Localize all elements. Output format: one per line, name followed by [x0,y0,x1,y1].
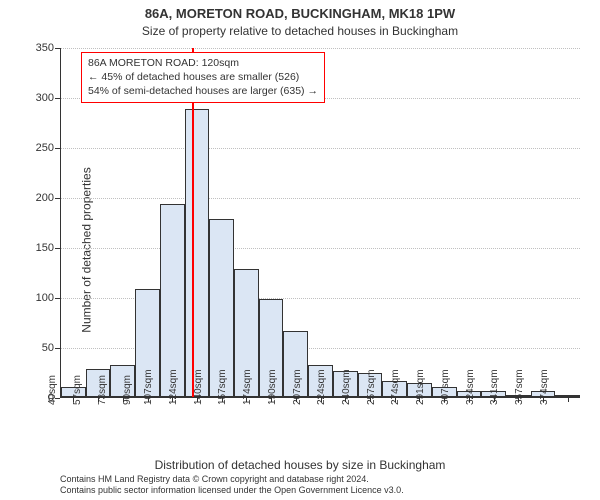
plot-frame: 40sqm57sqm73sqm90sqm107sqm124sqm140sqm15… [60,48,580,398]
bar-slot: 357sqm [531,48,556,397]
x-tick-label: 307sqm [440,369,451,405]
x-tick-label: 324sqm [465,369,476,405]
x-tick-label: 374sqm [539,369,550,405]
bar-slot: 374sqm [555,48,580,397]
x-axis-label: Distribution of detached houses by size … [0,458,600,472]
attribution-line1: Contains HM Land Registry data © Crown c… [60,474,590,485]
y-tick-mark [55,198,60,199]
y-tick-label: 350 [24,42,54,54]
x-tick-label: 190sqm [267,369,278,405]
y-tick-label: 100 [24,292,54,304]
attribution: Contains HM Land Registry data © Crown c… [60,474,590,496]
attribution-line2: Contains public sector information licen… [60,485,590,496]
callout-line1: 86A MORETON ROAD: 120sqm [88,56,318,70]
y-tick-label: 50 [24,342,54,354]
chart-subtitle: Size of property relative to detached ho… [0,24,600,38]
bar-slot: 274sqm [407,48,432,397]
bar-slot: 341sqm [506,48,531,397]
y-tick-mark [55,48,60,49]
x-tick-label: 274sqm [391,369,402,405]
x-tick-label: 174sqm [242,369,253,405]
bar-slot: 224sqm [333,48,358,397]
callout-box: 86A MORETON ROAD: 120sqm ← 45% of detach… [81,52,325,103]
x-tick-mark [568,397,569,402]
x-tick-label: 157sqm [218,369,229,405]
x-tick-label: 291sqm [415,369,426,405]
y-tick-mark [55,298,60,299]
y-tick-label: 200 [24,192,54,204]
callout-line2: ← 45% of detached houses are smaller (52… [88,70,318,84]
x-tick-label: 257sqm [366,369,377,405]
x-tick-label: 90sqm [122,375,133,405]
y-tick-label: 250 [24,142,54,154]
plot-area: 40sqm57sqm73sqm90sqm107sqm124sqm140sqm15… [60,48,580,398]
property-size-chart: 86A, MORETON ROAD, BUCKINGHAM, MK18 1PW … [0,0,600,500]
x-tick-label: 224sqm [316,369,327,405]
x-tick-label: 124sqm [168,369,179,405]
bar-slot: 291sqm [432,48,457,397]
y-tick-label: 0 [24,392,54,404]
bar [185,109,210,397]
x-tick-label: 240sqm [341,369,352,405]
x-tick-label: 341sqm [490,369,501,405]
chart-title: 86A, MORETON ROAD, BUCKINGHAM, MK18 1PW [0,6,600,21]
bar-slot: 257sqm [382,48,407,397]
x-tick-label: 107sqm [143,369,154,405]
bar-slot: 240sqm [358,48,383,397]
x-tick-label: 57sqm [72,375,83,405]
y-tick-label: 150 [24,242,54,254]
y-tick-mark [55,98,60,99]
y-tick-mark [55,148,60,149]
x-tick-label: 357sqm [514,369,525,405]
y-tick-label: 300 [24,92,54,104]
x-tick-label: 207sqm [292,369,303,405]
y-tick-mark [55,248,60,249]
bar-slot: 307sqm [457,48,482,397]
x-tick-label: 73sqm [97,375,108,405]
y-tick-mark [55,348,60,349]
bar [160,204,185,397]
bar-slot: 324sqm [481,48,506,397]
x-tick-label: 140sqm [193,369,204,405]
callout-line3: 54% of semi-detached houses are larger (… [88,84,318,98]
y-tick-mark [55,398,60,399]
